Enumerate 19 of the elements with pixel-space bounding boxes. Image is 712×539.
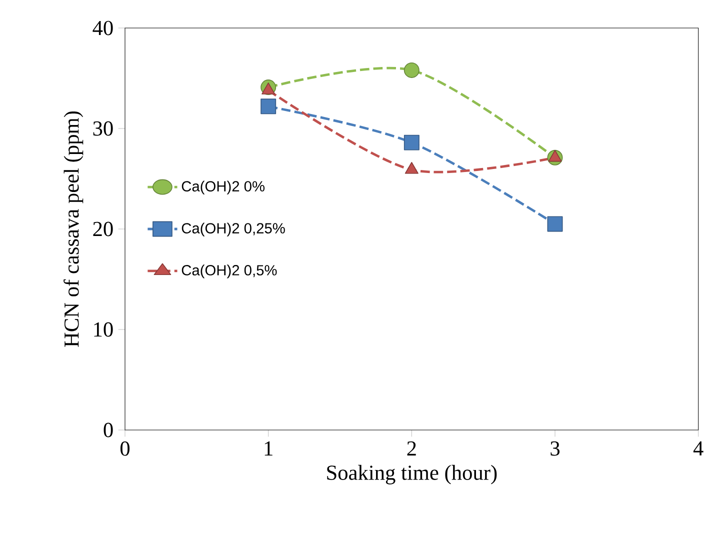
x-tick-label: 2 xyxy=(407,441,416,456)
y-axis-title: HCN of cassava peel (ppm) xyxy=(64,111,84,347)
legend-label: Ca(OH)2 0,5% xyxy=(182,264,277,278)
legend-label: Ca(OH)2 0% xyxy=(182,180,265,194)
legend-label: Ca(OH)2 0,25% xyxy=(182,222,285,236)
x-tick-label: 3 xyxy=(550,441,560,456)
x-tick-label: 0 xyxy=(120,441,130,456)
y-tick-label: 10 xyxy=(94,322,113,337)
x-tick-label: 1 xyxy=(264,441,272,456)
x-tick-label: 4 xyxy=(693,441,704,456)
y-tick-label: 20 xyxy=(93,222,113,236)
point xyxy=(547,216,563,232)
point xyxy=(404,62,420,78)
point xyxy=(404,134,420,150)
y-tick-label: 30 xyxy=(93,121,113,136)
point xyxy=(260,98,276,114)
y-tick-label: 40 xyxy=(92,20,113,36)
y-tick-label: 0 xyxy=(104,422,113,438)
x-axis-title: Soaking time (hour) xyxy=(327,464,497,484)
